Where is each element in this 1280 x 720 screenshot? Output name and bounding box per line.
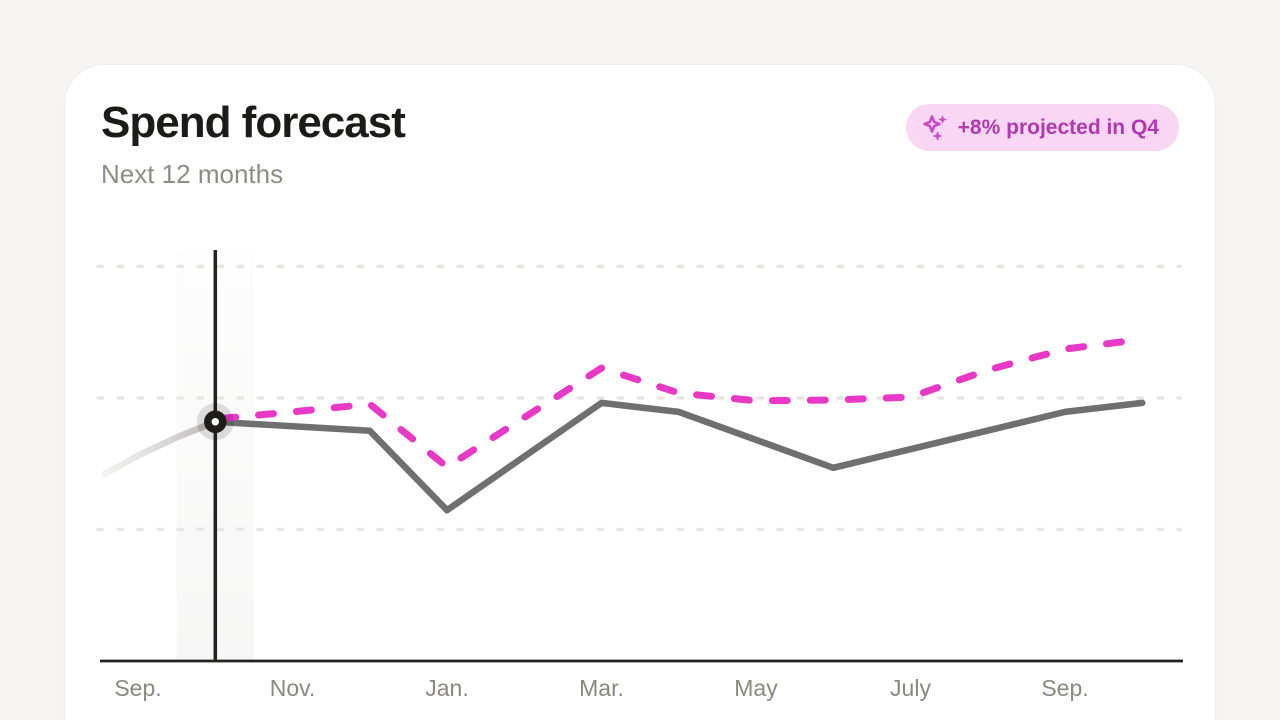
page-subtitle: Next 12 months (101, 159, 284, 190)
today-marker[interactable] (204, 410, 227, 434)
sparkles-icon (922, 113, 949, 142)
title-block: Spend forecast Next 12 months (101, 98, 406, 190)
x-tick-label: Sep. (1041, 675, 1088, 701)
card-header: Spend forecast Next 12 months +8% projec… (65, 65, 1215, 189)
actual-line (212, 399, 1146, 514)
x-tick-label: Sep. (114, 675, 161, 701)
projection-badge: +8% projected in Q4 (905, 104, 1179, 151)
spend-forecast-card: Spend forecast Next 12 months +8% projec… (64, 64, 1216, 720)
forecast-line (217, 335, 1146, 471)
x-tick-label: May (734, 675, 778, 701)
projection-badge-label: +8% projected in Q4 (957, 115, 1159, 139)
x-tick-label: Nov. (270, 675, 316, 701)
x-tick-label: July (890, 675, 931, 701)
historical-line (101, 418, 219, 478)
x-tick-label: Mar. (579, 675, 624, 701)
x-tick-label: Jan. (425, 675, 468, 701)
page-title: Spend forecast (101, 98, 406, 147)
